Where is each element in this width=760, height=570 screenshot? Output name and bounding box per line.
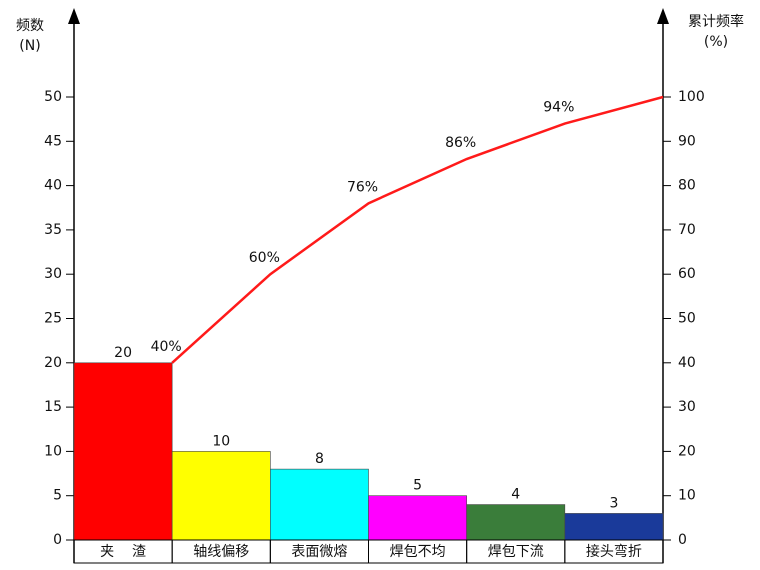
y2-tick-label: 60 <box>678 266 696 282</box>
bar <box>564 513 664 541</box>
bar-value-label: 8 <box>315 451 324 467</box>
y-tick-label: 45 <box>44 133 62 149</box>
x-tick-label: 夹 渣 <box>100 544 146 560</box>
y2-tick-label: 90 <box>678 133 696 149</box>
bar <box>270 468 369 541</box>
y2-tick-label: 100 <box>678 89 705 105</box>
y-axis-label: 频数 <box>16 18 44 34</box>
y-tick-label: 50 <box>44 89 62 105</box>
y-tick-label: 0 <box>53 532 62 548</box>
y-axis-unit: (N) <box>19 38 40 54</box>
y2-tick-label: 20 <box>678 443 696 459</box>
y-axis-arrow <box>68 8 80 24</box>
cumulative-label: 60% <box>249 250 280 266</box>
bar <box>73 362 173 541</box>
cumulative-label: 94% <box>543 100 574 116</box>
y-tick-label: 10 <box>44 443 62 459</box>
x-tick-label: 表面微熔 <box>291 544 347 560</box>
y2-axis-arrow <box>657 8 669 24</box>
y2-tick-label: 70 <box>678 222 696 238</box>
cumulative-label: 86% <box>445 135 476 151</box>
y2-tick-label: 0 <box>678 532 687 548</box>
x-tick-label: 焊包不均 <box>390 544 446 560</box>
y-tick-label: 25 <box>44 311 62 327</box>
bar <box>466 504 566 541</box>
bar-value-label: 3 <box>609 495 618 511</box>
y-tick-label: 5 <box>53 488 62 504</box>
y2-tick-label: 50 <box>678 311 696 327</box>
bar-value-label: 10 <box>212 433 230 449</box>
y2-tick-label: 80 <box>678 178 696 194</box>
x-tick-label: 轴线偏移 <box>193 544 249 560</box>
y2-axis-label: 累计频率 <box>688 13 744 30</box>
bar <box>368 495 467 541</box>
y2-axis-unit: (%) <box>704 34 728 50</box>
y-tick-label: 15 <box>44 399 62 415</box>
cumulative-label: 40% <box>151 339 182 355</box>
bar-value-label: 4 <box>511 487 520 503</box>
y2-tick-label: 40 <box>678 355 696 371</box>
category-box <box>564 539 664 564</box>
x-tick-label: 接头弯折 <box>586 543 642 560</box>
y2-tick-label: 30 <box>678 399 696 415</box>
cumulative-label: 76% <box>347 179 378 195</box>
x-tick-label: 焊包下流 <box>488 544 544 560</box>
bar-value-label: 20 <box>114 345 132 361</box>
bar <box>171 451 271 541</box>
y-tick-label: 35 <box>44 222 62 238</box>
y2-tick-label: 10 <box>678 488 696 504</box>
bar-value-label: 5 <box>413 478 422 494</box>
cumulative-line <box>171 95 664 364</box>
y-tick-label: 20 <box>44 355 62 371</box>
y-tick-label: 40 <box>44 178 62 194</box>
y-tick-label: 30 <box>44 266 62 282</box>
